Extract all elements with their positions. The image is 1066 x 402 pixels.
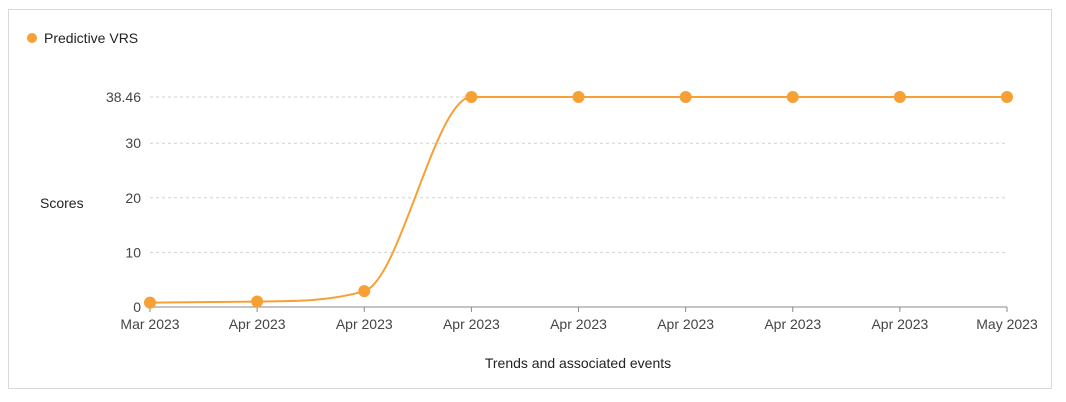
legend-label[interactable]: Predictive VRS: [44, 30, 138, 46]
x-tick-label: May 2023: [976, 316, 1038, 332]
grid-lines: [150, 96, 1007, 253]
x-tick-label: Apr 2023: [764, 316, 821, 332]
x-tick-label: Apr 2023: [550, 316, 607, 332]
y-tick-label: 38.46: [106, 89, 141, 105]
x-tick-label: Apr 2023: [871, 316, 928, 332]
x-tick-label: Apr 2023: [229, 316, 286, 332]
data-point[interactable]: [144, 296, 156, 309]
y-axis-title: Scores: [40, 195, 84, 211]
data-point[interactable]: [465, 91, 478, 103]
series-line-predictive-vrs: [149, 95, 1007, 304]
y-tick-label: 20: [125, 190, 141, 206]
data-point[interactable]: [251, 295, 264, 308]
y-tick-label: 0: [133, 299, 141, 315]
legend[interactable]: Predictive VRS: [27, 30, 138, 46]
data-point[interactable]: [786, 91, 799, 103]
data-points[interactable]: [144, 91, 1013, 309]
x-tick-labels: Mar 2023 Apr 2023 Apr 2023 Apr 2023 Apr 2023…: [120, 307, 1038, 332]
data-point[interactable]: [572, 91, 585, 103]
legend-marker: [27, 33, 37, 43]
x-tick-label: Mar 2023: [120, 316, 179, 332]
data-point[interactable]: [1001, 91, 1013, 103]
y-tick-label: 30: [125, 135, 141, 151]
data-point[interactable]: [893, 91, 906, 103]
x-tick-label: Apr 2023: [443, 316, 500, 332]
x-tick-label: Apr 2023: [336, 316, 393, 332]
y-tick-label: 10: [125, 244, 141, 260]
y-tick-labels: 0 10 20 30 38.46: [106, 89, 141, 315]
data-point[interactable]: [358, 285, 371, 298]
x-axis-title: Trends and associated events: [485, 355, 671, 371]
x-tick-label: Apr 2023: [657, 316, 714, 332]
chart-panel: [8, 9, 1052, 389]
data-point[interactable]: [679, 91, 692, 103]
